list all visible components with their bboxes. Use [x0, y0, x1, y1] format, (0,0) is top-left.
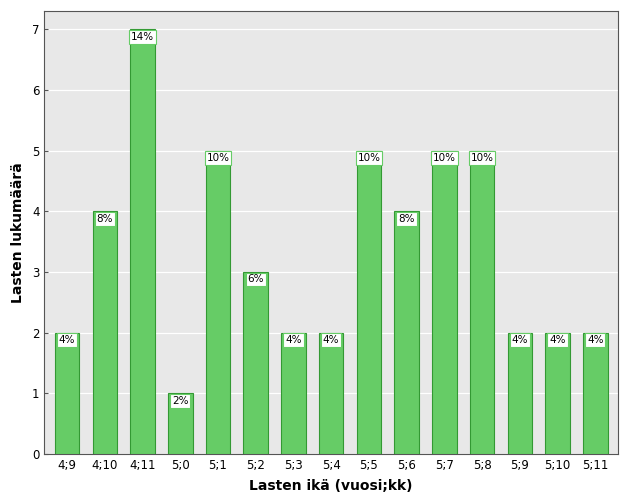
Y-axis label: Lasten lukumäärä: Lasten lukumäärä — [11, 162, 25, 303]
Bar — [470, 151, 494, 454]
Bar — [583, 333, 608, 454]
Text: 4%: 4% — [285, 335, 302, 345]
Bar — [206, 151, 230, 454]
Text: 8%: 8% — [398, 214, 415, 224]
Text: 8%: 8% — [96, 214, 113, 224]
Text: 10%: 10% — [357, 153, 381, 163]
Text: 2%: 2% — [172, 396, 189, 406]
Bar — [281, 333, 306, 454]
Text: 14%: 14% — [131, 32, 154, 42]
Text: 4%: 4% — [549, 335, 565, 345]
Bar — [168, 394, 192, 454]
Text: 10%: 10% — [206, 153, 230, 163]
Text: 10%: 10% — [470, 153, 494, 163]
Text: 4%: 4% — [511, 335, 528, 345]
Text: 6%: 6% — [247, 275, 264, 284]
Bar — [545, 333, 570, 454]
Bar — [130, 29, 155, 454]
Bar — [92, 211, 117, 454]
Bar — [508, 333, 532, 454]
Bar — [319, 333, 343, 454]
Text: 4%: 4% — [323, 335, 340, 345]
Bar — [55, 333, 79, 454]
Bar — [357, 151, 381, 454]
Text: 4%: 4% — [58, 335, 75, 345]
Bar — [394, 211, 419, 454]
Bar — [432, 151, 457, 454]
Text: 4%: 4% — [587, 335, 603, 345]
Text: 10%: 10% — [433, 153, 456, 163]
X-axis label: Lasten ikä (vuosi;kk): Lasten ikä (vuosi;kk) — [250, 479, 413, 493]
Bar — [243, 272, 268, 454]
